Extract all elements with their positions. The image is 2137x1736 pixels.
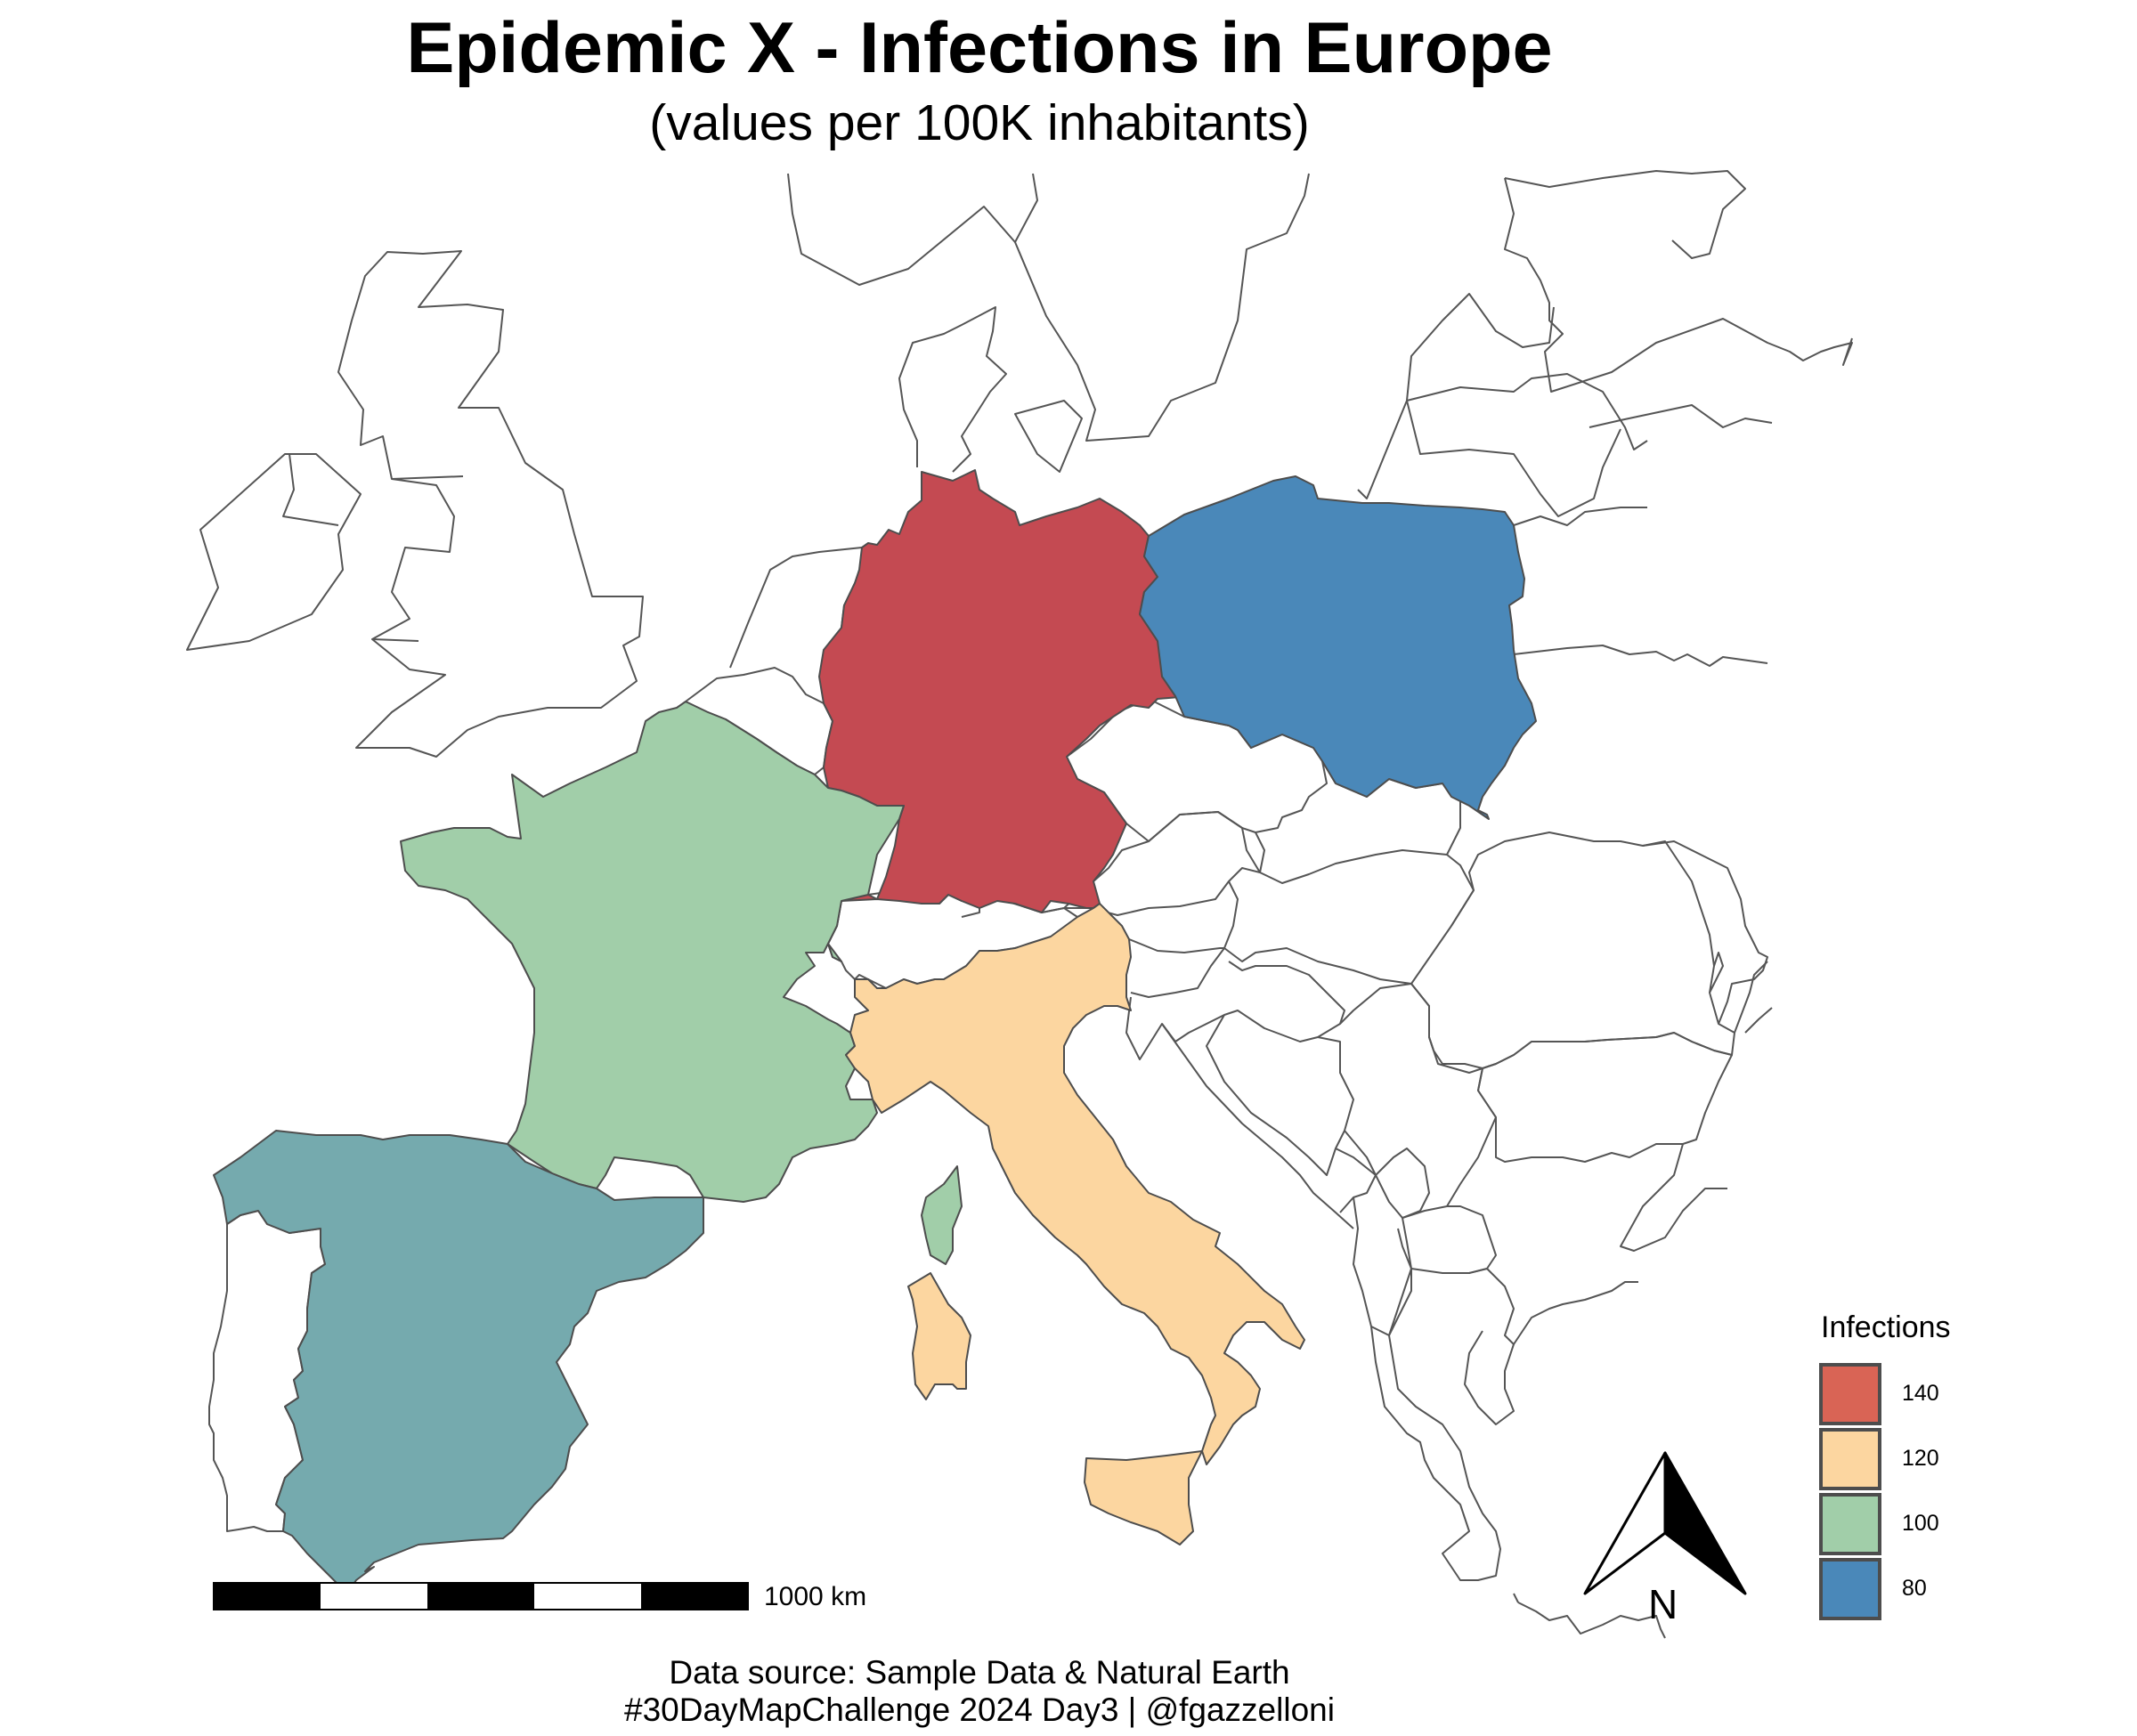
legend-swatch-80 xyxy=(1819,1558,1881,1620)
russia-east xyxy=(1589,404,1773,428)
country-italy[interactable] xyxy=(845,903,1305,1465)
kosovo-shape xyxy=(1375,1148,1430,1219)
legend-swatch-100 xyxy=(1819,1493,1881,1555)
montenegro-shape xyxy=(1335,1148,1377,1213)
finland-shape xyxy=(1504,177,1853,393)
slovenia-shape xyxy=(1128,938,1225,998)
greece-north xyxy=(1468,1268,1638,1345)
legend-label-100: 100 xyxy=(1902,1511,1939,1536)
bulgaria-shape xyxy=(1477,1032,1733,1163)
scale-bar-segment xyxy=(427,1583,534,1610)
macedonia-shape xyxy=(1402,1205,1497,1274)
belarus-ukraine-border xyxy=(1513,645,1768,667)
lithuania-shape xyxy=(1406,400,1621,517)
scale-bar xyxy=(213,1582,749,1610)
legend-swatches xyxy=(1819,1363,1881,1620)
greece-chalkidiki xyxy=(1464,1330,1515,1425)
country-italy-sicily[interactable] xyxy=(1084,1450,1203,1545)
croatia-coast xyxy=(1161,1023,1354,1229)
croatia-shape xyxy=(1125,961,1345,1060)
ireland-shape xyxy=(186,453,362,651)
wales-border xyxy=(371,638,419,642)
caption-credit: #30DayMapChallenge 2024 Day3 | @fgazzell… xyxy=(624,1691,1335,1728)
gulf-finland xyxy=(1357,400,1408,499)
turkey-shape xyxy=(1513,1143,1727,1639)
legend-swatch-120 xyxy=(1819,1428,1881,1490)
highlighted-countries xyxy=(213,469,1537,1594)
legend-label-140: 140 xyxy=(1902,1381,1939,1406)
northern-ireland-border xyxy=(282,453,339,526)
belarus-shape xyxy=(1513,507,1647,526)
gotland-shape xyxy=(1014,400,1083,473)
austria-shape xyxy=(979,811,1261,916)
country-poland[interactable] xyxy=(1139,475,1537,820)
latvia-shape xyxy=(1406,373,1648,450)
legend-label-120: 120 xyxy=(1902,1446,1939,1471)
scale-bar-label: 1000 km xyxy=(764,1582,867,1611)
country-italy-sardinia[interactable] xyxy=(907,1272,971,1400)
scotland-border xyxy=(391,475,464,480)
sweden-shape xyxy=(1014,173,1310,442)
greece-shape xyxy=(1370,1268,1501,1581)
country-spain[interactable] xyxy=(213,1130,704,1594)
north-arrow-icon xyxy=(1583,1451,1747,1595)
ukraine-coast xyxy=(1734,961,1773,1034)
moldova-shape xyxy=(1642,840,1768,1025)
country-france[interactable] xyxy=(400,701,905,1203)
romania-shape xyxy=(1410,831,1735,1069)
denmark-shape xyxy=(898,306,1007,473)
legend-title: Infections xyxy=(1821,1310,1951,1344)
caption-source: Data source: Sample Data & Natural Earth xyxy=(669,1654,1290,1691)
bosnia-shape xyxy=(1206,1014,1354,1176)
country-france-corsica[interactable] xyxy=(921,1165,963,1265)
scale-bar-segment xyxy=(641,1583,748,1610)
russia-north xyxy=(1504,170,1746,259)
scale-bar-segment xyxy=(214,1583,321,1610)
estonia-shape xyxy=(1406,293,1555,402)
map-subtitle: (values per 100K inhabitants) xyxy=(649,94,1310,151)
great-britain-shape xyxy=(337,250,644,758)
legend-label-80: 80 xyxy=(1902,1576,1927,1601)
norway-coast xyxy=(787,173,1038,286)
map-title: Epidemic X - Infections in Europe xyxy=(406,8,1553,88)
legend-swatch-140 xyxy=(1819,1363,1881,1425)
north-arrow-label: N xyxy=(1648,1581,1678,1627)
serbia-shape xyxy=(1339,983,1497,1219)
